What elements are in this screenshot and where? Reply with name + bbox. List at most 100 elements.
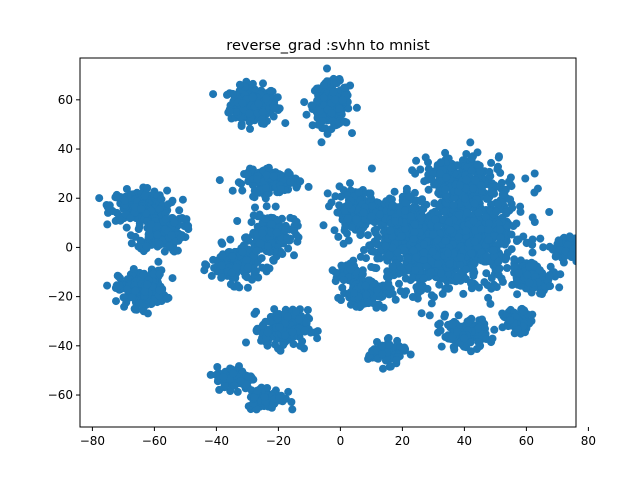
- scatter-point: [435, 319, 444, 328]
- scatter-point: [390, 187, 399, 196]
- scatter-point: [252, 189, 261, 197]
- scatter-point: [498, 190, 507, 199]
- scatter-point: [408, 273, 417, 282]
- scatter-point: [215, 176, 224, 185]
- scatter-point: [184, 221, 193, 230]
- scatter-point: [215, 385, 224, 394]
- scatter-point: [368, 201, 377, 210]
- scatter-point: [135, 222, 144, 231]
- scatter-point: [462, 265, 470, 274]
- scatter-point: [127, 239, 136, 248]
- scatter-point: [419, 248, 428, 257]
- scatter-point: [453, 328, 462, 336]
- scatter-point: [249, 211, 258, 220]
- scatter-point: [261, 183, 270, 192]
- scatter-point: [131, 232, 140, 241]
- scatter-point: [265, 264, 274, 273]
- x-tick-label: −60: [142, 434, 167, 448]
- scatter-point: [153, 230, 162, 239]
- scatter-point: [486, 299, 495, 308]
- scatter-point: [449, 201, 458, 210]
- x-axis: −80 −60 −40 −20 0 20 40 60 80: [80, 427, 596, 448]
- scatter-point: [242, 233, 251, 242]
- scatter-point: [466, 278, 475, 287]
- scatter-point: [239, 105, 248, 114]
- scatter-point: [355, 188, 363, 197]
- scatter-point: [290, 251, 298, 260]
- scatter-point: [384, 334, 393, 342]
- scatter-point: [516, 207, 525, 216]
- scatter-point: [340, 207, 349, 215]
- scatter-point: [441, 284, 450, 293]
- scatter-point: [507, 230, 516, 239]
- scatter-point: [284, 387, 293, 396]
- scatter-point: [371, 229, 380, 237]
- scatter-point: [546, 282, 555, 291]
- scatter-point: [530, 169, 539, 178]
- scatter-point: [462, 175, 471, 184]
- scatter-point: [343, 214, 352, 223]
- scatter-point: [253, 386, 262, 395]
- scatter-point: [440, 207, 449, 216]
- scatter-point: [401, 224, 410, 233]
- y-tick-label: −40: [48, 339, 73, 353]
- scatter-point: [160, 247, 169, 256]
- scatter-point: [411, 266, 420, 274]
- scatter-point: [462, 226, 471, 235]
- scatter-point: [428, 247, 437, 256]
- scatter-point: [235, 80, 244, 89]
- scatter-point: [267, 220, 276, 228]
- scatter-point: [490, 252, 499, 261]
- scatter-point: [362, 254, 370, 263]
- scatter-point: [163, 186, 172, 195]
- scatter-point: [346, 179, 354, 188]
- scatter-point: [350, 289, 358, 298]
- scatter-point: [140, 191, 149, 200]
- scatter-point: [492, 207, 501, 216]
- scatter-point: [359, 208, 368, 217]
- scatter-point: [269, 256, 278, 265]
- scatter-point: [454, 187, 463, 196]
- scatter-point: [427, 268, 436, 277]
- scatter-point: [155, 205, 164, 214]
- scatter-point: [489, 246, 498, 255]
- scatter-point: [361, 281, 370, 290]
- scatter-point: [487, 200, 495, 209]
- scatter-point: [496, 239, 505, 248]
- scatter-point: [227, 268, 236, 277]
- scatter-point: [173, 246, 182, 255]
- scatter-point: [469, 269, 478, 278]
- scatter-point: [494, 257, 503, 266]
- scatter-point: [400, 343, 409, 352]
- scatter-point: [555, 238, 563, 247]
- scatter-point: [308, 121, 317, 130]
- scatter-point: [409, 235, 418, 243]
- scatter-point: [539, 243, 548, 252]
- scatter-point: [335, 104, 344, 113]
- x-tick-label: 20: [395, 434, 410, 448]
- scatter-point: [130, 304, 139, 313]
- scatter-point: [424, 185, 433, 194]
- scatter-point: [252, 326, 261, 335]
- scatter-point: [393, 336, 402, 345]
- scatter-point: [275, 394, 284, 403]
- scatter-point: [513, 276, 522, 285]
- scatter-point: [372, 240, 381, 249]
- scatter-point: [323, 189, 332, 198]
- scatter-point: [503, 264, 512, 272]
- scatter-point: [328, 117, 337, 126]
- scatter-point: [395, 279, 403, 288]
- scatter-point: [336, 192, 345, 201]
- scatter-point: [358, 270, 367, 279]
- scatter-point: [535, 266, 544, 275]
- scatter-point: [427, 299, 436, 308]
- scatter-point: [397, 232, 406, 241]
- scatter-point: [281, 119, 290, 128]
- scatter-point: [235, 283, 244, 292]
- scatter-point: [112, 297, 120, 306]
- scatter-point: [243, 263, 252, 272]
- scatter-point: [252, 405, 261, 414]
- scatter-point: [494, 219, 503, 228]
- scatter-point: [545, 271, 554, 280]
- scatter-point: [384, 282, 393, 291]
